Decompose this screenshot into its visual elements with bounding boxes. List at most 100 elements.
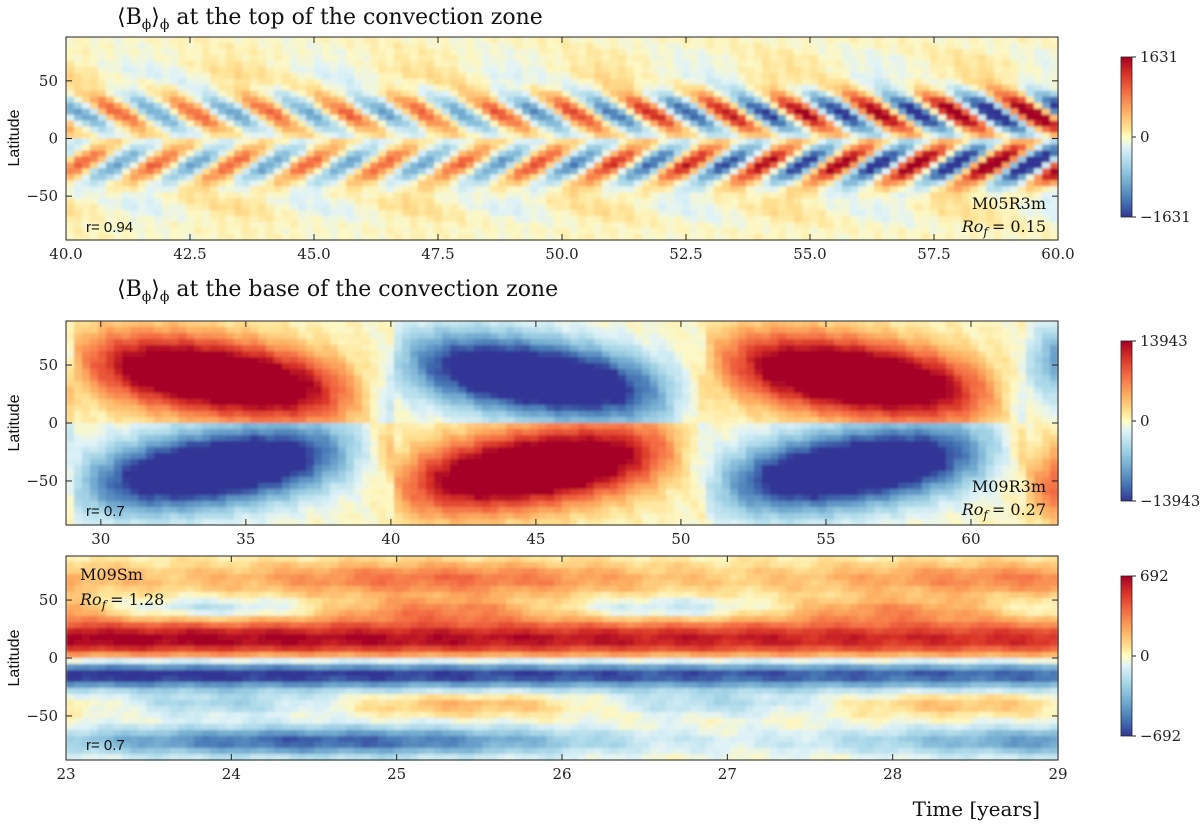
heatmap-cell [202, 459, 211, 466]
heatmap-cell [130, 96, 139, 104]
heatmap-cell [682, 216, 691, 223]
heatmap-cell [194, 339, 203, 346]
heatmap-cell [922, 54, 931, 62]
heatmap-cell [1034, 234, 1043, 241]
heatmap-cell [594, 198, 603, 205]
heatmap-cell [698, 210, 707, 217]
heatmap-cell [450, 216, 459, 223]
heatmap-cell [666, 156, 675, 163]
heatmap-cell [378, 120, 387, 128]
heatmap-cell [594, 168, 603, 175]
heatmap-cell [154, 417, 163, 424]
heatmap-cell [122, 387, 131, 394]
heatmap-cell [114, 228, 123, 235]
heatmap-cell [162, 357, 171, 364]
heatmap-cell [186, 120, 195, 128]
heatmap-cell [370, 138, 379, 146]
heatmap-cell [794, 192, 803, 199]
heatmap-cell [242, 42, 251, 50]
heatmap-cell [962, 48, 971, 56]
heatmap-cell [194, 144, 203, 152]
heatmap-cell [106, 102, 115, 110]
heatmap-cell [490, 216, 499, 223]
heatmap-cell [242, 192, 251, 199]
heatmap-cell [354, 234, 363, 241]
heatmap-cell [178, 405, 187, 412]
heatmap-cell [794, 216, 803, 223]
heatmap-cell [338, 48, 347, 56]
heatmap-cell [562, 174, 571, 181]
heatmap-cell [154, 453, 163, 460]
heatmap-cell [946, 216, 955, 223]
heatmap-cell [234, 108, 243, 116]
heatmap-cell [730, 48, 739, 56]
heatmap-cell [386, 228, 395, 235]
heatmap-cell [810, 210, 819, 217]
heatmap-cell [178, 519, 187, 526]
heatmap-cell [562, 162, 571, 169]
heatmap-cell [1034, 90, 1043, 98]
heatmap-cell [874, 144, 883, 152]
heatmap-cell [218, 483, 227, 490]
heatmap-cell [554, 138, 563, 146]
heatmap-cell [1050, 180, 1059, 187]
heatmap-cell [698, 174, 707, 181]
panel-top-heatmap [66, 37, 1059, 241]
heatmap-cell [634, 37, 643, 44]
heatmap-cell [554, 114, 563, 122]
heatmap-cell [306, 204, 315, 211]
heatmap-cell [1002, 222, 1011, 229]
heatmap-cell [1002, 144, 1011, 152]
heatmap-cell [706, 78, 715, 86]
heatmap-cell [578, 78, 587, 86]
heatmap-cell [146, 465, 155, 472]
heatmap-cell [434, 204, 443, 211]
heatmap-cell [458, 72, 467, 80]
heatmap-cell [450, 96, 459, 104]
heatmap-cell [506, 234, 515, 241]
heatmap-cell [218, 234, 227, 241]
heatmap-cell [426, 126, 435, 134]
heatmap-cell [570, 114, 579, 122]
heatmap-cell [994, 210, 1003, 217]
heatmap-cell [106, 483, 115, 490]
heatmap-cell [162, 393, 171, 400]
heatmap-cell [962, 180, 971, 187]
heatmap-cell [882, 222, 891, 229]
heatmap-cell [378, 174, 387, 181]
heatmap-cell [250, 60, 259, 68]
heatmap-cell [610, 186, 619, 193]
heatmap-cell [458, 78, 467, 86]
heatmap-cell [194, 441, 203, 448]
heatmap-cell [90, 363, 99, 370]
heatmap-cell [178, 84, 187, 92]
heatmap-cell [434, 198, 443, 205]
heatmap-cell [1050, 78, 1059, 86]
heatmap-cell [82, 162, 91, 169]
heatmap-cell [706, 174, 715, 181]
heatmap-cell [106, 228, 115, 235]
heatmap-cell [162, 186, 171, 193]
heatmap-cell [506, 216, 515, 223]
heatmap-cell [538, 66, 547, 74]
heatmap-cell [826, 114, 835, 122]
heatmap-cell [1018, 150, 1027, 158]
heatmap-cell [354, 204, 363, 211]
heatmap-cell [570, 216, 579, 223]
heatmap-cell [1002, 156, 1011, 163]
heatmap-cell [218, 381, 227, 388]
heatmap-cell [834, 108, 843, 116]
heatmap-cell [458, 216, 467, 223]
heatmap-cell [162, 495, 171, 502]
heatmap-cell [202, 351, 211, 358]
heatmap-cell [858, 198, 867, 205]
heatmap-cell [186, 78, 195, 86]
heatmap-cell [410, 174, 419, 181]
heatmap-cell [986, 216, 995, 223]
heatmap-cell [538, 102, 547, 110]
heatmap-cell [610, 174, 619, 181]
heatmap-cell [1026, 234, 1035, 241]
heatmap-cell [330, 126, 339, 134]
heatmap-cell [858, 42, 867, 50]
heatmap-cell [98, 423, 107, 430]
